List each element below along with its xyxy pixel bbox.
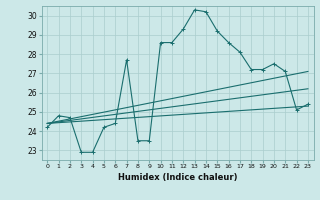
X-axis label: Humidex (Indice chaleur): Humidex (Indice chaleur): [118, 173, 237, 182]
